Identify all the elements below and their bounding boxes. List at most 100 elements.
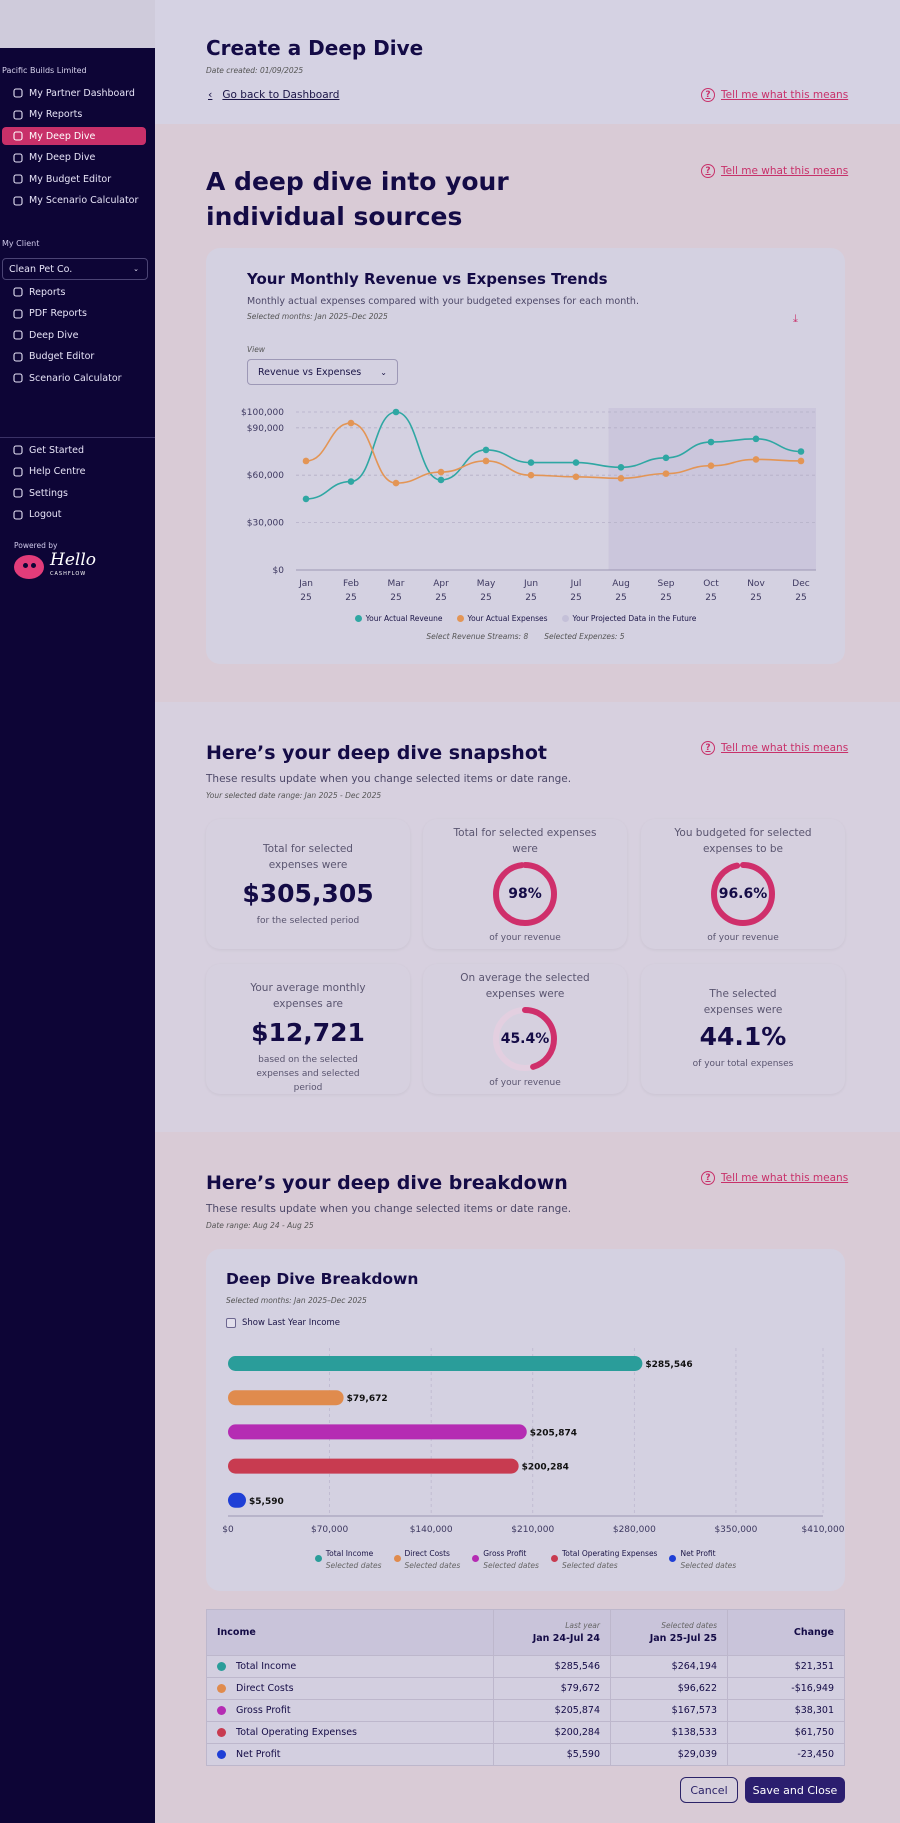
legend-item: Your Actual Expenses [456, 614, 548, 623]
legend-swatch [314, 1555, 322, 1562]
cancel-button[interactable]: Cancel [680, 1777, 738, 1803]
table-row: Total Operating Expenses $200,284 $138,533… [206, 1721, 845, 1744]
sidebar-item-label: My Budget Editor [29, 173, 112, 185]
sidebar-item-my-deep-dive[interactable]: My Deep Dive [10, 149, 146, 167]
stat-label: On average the selected expenses were [460, 972, 590, 1000]
save-and-close-button[interactable]: Save and Close [745, 1777, 845, 1803]
sidebar-item-my-reports[interactable]: My Reports [10, 106, 146, 124]
data-point [572, 473, 580, 481]
sidebar-item-settings[interactable]: Settings [10, 484, 146, 502]
table-row: Direct Costs $79,672 $96,622 -$16,949 [206, 1677, 845, 1700]
breakdown-sub: These results update when you change sel… [206, 1203, 572, 1215]
sidebar-item-deep-dive[interactable]: Deep Dive [10, 326, 146, 344]
sidebar-item-help-centre[interactable]: Help Centre [10, 463, 146, 481]
row-label: Direct Costs [236, 1683, 294, 1694]
breakdown-card [206, 1249, 845, 1591]
x-tick-label: Nov [747, 579, 765, 589]
x-tick-label: 25 [300, 593, 311, 603]
calculator-icon [12, 373, 23, 384]
x-tick-label: 25 [390, 593, 401, 603]
data-point [482, 446, 490, 454]
row-dot [217, 1706, 226, 1715]
data-point [302, 457, 310, 465]
sidebar-item-my-deep-dive[interactable]: My Deep Dive [2, 127, 146, 145]
stat-card-total-expenses: Total for selected expenses were $305,30… [206, 819, 410, 949]
sidebar-item-scenario-calculator[interactable]: Scenario Calculator [10, 369, 146, 387]
help-link-label: Tell me what this means [721, 1172, 849, 1184]
dashboard-icon [12, 88, 23, 99]
trend-legend: Your Actual Reveune Your Actual Expenses… [206, 614, 845, 623]
x-tick-label: Jun [523, 579, 538, 589]
legend-label: Net Profit [680, 1549, 716, 1558]
sidebar-item-my-scenario-calculator[interactable]: My Scenario Calculator [10, 192, 146, 210]
sidebar-item-my-budget-editor[interactable]: My Budget Editor [10, 170, 146, 188]
x-tick-label: 25 [435, 593, 446, 603]
stat-foot: based on the selected expenses and selec… [256, 1055, 360, 1093]
row-dot [217, 1662, 226, 1671]
legend-sublabel: Selected dates [483, 1561, 539, 1570]
row-dot [217, 1750, 226, 1759]
progress-ring: 98% [490, 859, 560, 929]
sidebar-item-my-partner-dashboard[interactable]: My Partner Dashboard [10, 84, 146, 102]
bar [228, 1390, 344, 1406]
y-tick-label: $0 [273, 566, 285, 576]
legend-item: Your Projected Data in the Future [561, 614, 696, 623]
legend-swatch [669, 1555, 677, 1562]
x-tick-label: 25 [525, 593, 536, 603]
data-point [797, 448, 805, 455]
org-name: Pacific Builds Limited [2, 66, 87, 75]
bar-chart-icon [12, 109, 23, 120]
show-last-year-checkbox[interactable]: Show Last Year Income [226, 1318, 340, 1328]
calculator-icon [12, 195, 23, 206]
row-change: -$16,949 [727, 1677, 845, 1700]
data-point [662, 454, 670, 462]
help-link-snapshot[interactable]: ? Tell me what this means [701, 741, 848, 755]
legend-swatch [393, 1555, 401, 1562]
x-tick-label: $70,000 [311, 1525, 348, 1535]
table-row: Gross Profit $205,874 $167,573 $38,301 [206, 1699, 845, 1722]
x-tick-label: Dec [792, 579, 809, 589]
legend-sublabel: Selected dates [561, 1561, 618, 1570]
sidebar-item-label: Help Centre [29, 466, 86, 477]
checkbox-box[interactable] [226, 1318, 236, 1328]
x-tick-label: May [477, 579, 496, 589]
x-tick-label: $140,000 [410, 1525, 453, 1535]
trend-icon [12, 131, 23, 142]
row-last: $200,284 [493, 1721, 611, 1744]
data-point [707, 438, 715, 446]
sidebar-item-logout[interactable]: Logout [10, 506, 146, 524]
sidebar [0, 0, 155, 1823]
question-icon: ? [701, 1171, 715, 1185]
back-to-dashboard-link[interactable]: ‹ Go back to Dashboard [208, 88, 339, 101]
client-label: My Client [2, 239, 40, 248]
bar-value-label: $205,874 [530, 1428, 577, 1438]
sidebar-item-get-started[interactable]: Get Started [10, 441, 146, 459]
logo-mark-icon [14, 555, 44, 579]
bar [228, 1492, 246, 1508]
view-select[interactable]: Revenue vs Expenses ⌄ [247, 359, 398, 385]
sidebar-item-reports[interactable]: Reports [10, 283, 146, 301]
bar-chart-icon [12, 287, 23, 298]
legend-label: Total Operating Expenses [561, 1549, 658, 1558]
legend-swatch [456, 615, 464, 622]
help-link-sources[interactable]: ? Tell me what this means [701, 164, 848, 178]
stat-foot: for the selected period [256, 916, 360, 926]
client-select[interactable]: Clean Pet Co. ⌄ [2, 258, 148, 280]
data-point [527, 459, 535, 466]
y-tick-label: $90,000 [247, 424, 284, 434]
sidebar-item-pdf-reports[interactable]: PDF Reports [10, 305, 146, 323]
legend-item: Gross Profit Selected dates [472, 1548, 539, 1572]
row-name: Total Income [206, 1655, 494, 1678]
stat-label: Total for selected expenses were [263, 843, 353, 871]
help-link-breakdown[interactable]: ? Tell me what this means [701, 1171, 848, 1185]
row-label: Total Income [236, 1661, 297, 1672]
legend-sublabel: Selected dates [325, 1561, 382, 1570]
projected-region [608, 408, 816, 570]
x-tick-label: Apr [433, 579, 449, 589]
help-link-header[interactable]: ? Tell me what this means [701, 88, 848, 102]
x-tick-label: 25 [660, 593, 671, 603]
row-name: Total Operating Expenses [206, 1721, 494, 1744]
sidebar-item-label: Scenario Calculator [29, 372, 122, 384]
download-icon[interactable]: ⤓ [793, 312, 798, 325]
sidebar-item-budget-editor[interactable]: Budget Editor [10, 348, 146, 366]
